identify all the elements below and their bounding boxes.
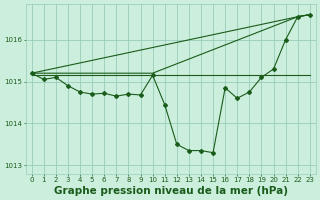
X-axis label: Graphe pression niveau de la mer (hPa): Graphe pression niveau de la mer (hPa) — [54, 186, 288, 196]
